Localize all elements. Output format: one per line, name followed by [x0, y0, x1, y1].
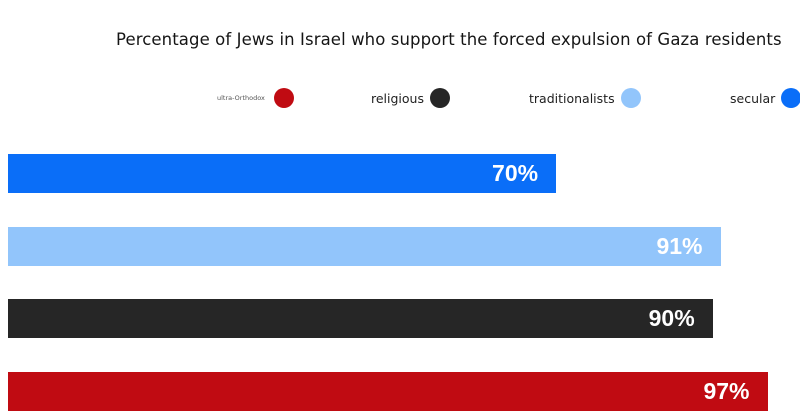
legend-item-religious: religious	[371, 88, 450, 108]
legend-item-secular: secular	[730, 88, 800, 108]
chart-title: Percentage of Jews in Israel who support…	[116, 30, 782, 49]
legend-swatch-religious	[430, 88, 450, 108]
bar-religious: 90%	[8, 299, 713, 338]
bar-traditionalists: 91%	[8, 226, 721, 266]
legend-label-traditionalists: traditionalists	[529, 90, 615, 106]
legend-label-religious: religious	[371, 90, 424, 106]
legend-label-ultra-orthodox: ultra-Orthodox	[217, 94, 265, 102]
legend-item-traditionalists: traditionalists	[529, 88, 641, 108]
bar-value-label-traditionalists: 91%	[656, 232, 703, 259]
bar-secular: 70%	[8, 154, 557, 193]
bar-ultra-orthodox: 97%	[8, 371, 768, 411]
bar-value-label-religious: 90%	[648, 305, 695, 331]
legend-swatch-traditionalists	[620, 88, 641, 108]
legend-swatch-secular	[781, 88, 800, 108]
legend-label-secular: secular	[730, 90, 776, 106]
bar-value-label-secular: 70%	[492, 160, 539, 186]
bar-value-label-ultra-orthodox: 97%	[703, 377, 750, 404]
legend-item-ultra-orthodox: ultra-Orthodox	[217, 88, 294, 108]
legend-swatch-ultra-orthodox	[273, 88, 294, 108]
